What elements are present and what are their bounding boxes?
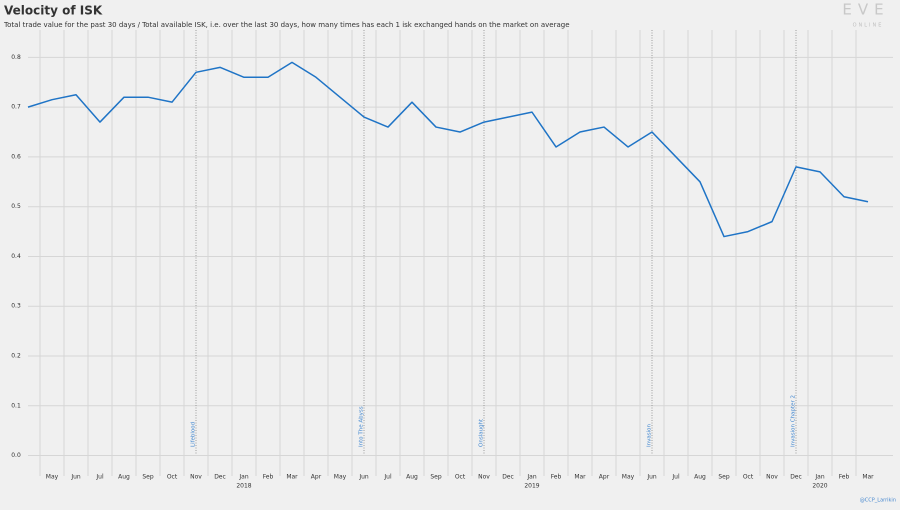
x-tick-label: Jul [671, 474, 680, 481]
x-tick-label: Jan [814, 474, 824, 481]
y-tick-label: 0.8 [11, 54, 21, 61]
event-label: Into The Abyss [359, 406, 365, 447]
event-label: Onslaught [479, 418, 485, 447]
data-line [27, 61, 869, 238]
x-tick-label: May [334, 474, 347, 481]
credit: @CCP_Larrikin [860, 498, 896, 504]
x-tick-label: Feb [551, 474, 562, 481]
x-tick-label: Jan [238, 474, 248, 481]
x-tick-label: Jul [95, 474, 104, 481]
x-tick-label: Sep [142, 474, 154, 481]
x-year-label: 2018 [236, 483, 251, 490]
x-tick-label: Oct [167, 474, 178, 481]
y-tick-label: 0.5 [11, 203, 21, 210]
x-tick-label: Aug [694, 474, 706, 481]
event-label: Lifeblood [191, 422, 197, 447]
y-tick-label: 0.7 [11, 104, 21, 111]
x-tick-label: Dec [214, 474, 226, 481]
x-tick-label: Mar [862, 474, 874, 481]
y-tick-label: 0.4 [11, 253, 21, 260]
x-year-label: 2019 [524, 483, 539, 490]
x-tick-label: Mar [574, 474, 586, 481]
x-tick-label: Jul [383, 474, 392, 481]
x-tick-label: May [46, 474, 59, 481]
x-tick-label: Jun [358, 474, 369, 481]
x-tick-label: May [622, 474, 635, 481]
logo: EVE [842, 1, 889, 19]
x-tick-label: Mar [286, 474, 298, 481]
x-tick-label: Sep [718, 474, 730, 481]
chart-title: Velocity of ISK [4, 4, 103, 18]
y-tick-label: 0.1 [11, 402, 21, 409]
x-year-label: 2020 [812, 483, 827, 490]
x-tick-label: Nov [190, 474, 202, 481]
x-tick-label: Oct [743, 474, 754, 481]
x-tick-label: Jan [526, 474, 536, 481]
x-tick-label: Apr [311, 474, 322, 481]
x-tick-label: Sep [430, 474, 442, 481]
x-tick-label: Jun [646, 474, 657, 481]
x-tick-label: Feb [839, 474, 850, 481]
y-tick-label: 0.6 [11, 153, 21, 160]
y-tick-label: 0.2 [11, 353, 21, 360]
x-tick-label: Dec [502, 474, 514, 481]
x-tick-label: Nov [766, 474, 778, 481]
chart-subtitle: Total trade value for the past 30 days /… [3, 21, 570, 29]
x-tick-label: Aug [118, 474, 130, 481]
y-tick-label: 0.3 [11, 303, 21, 310]
event-label: Invasion Chapter 2 [791, 395, 797, 447]
x-tick-label: Apr [599, 474, 610, 481]
x-tick-label: Jun [70, 474, 81, 481]
x-tick-label: Dec [790, 474, 802, 481]
x-tick-label: Aug [406, 474, 418, 481]
x-tick-label: Nov [478, 474, 490, 481]
logo-sub: ONLINE [853, 23, 884, 29]
x-tick-label: Oct [455, 474, 466, 481]
y-tick-label: 0.0 [11, 452, 21, 459]
event-label: Invasion [647, 424, 653, 447]
x-tick-label: Feb [263, 474, 274, 481]
